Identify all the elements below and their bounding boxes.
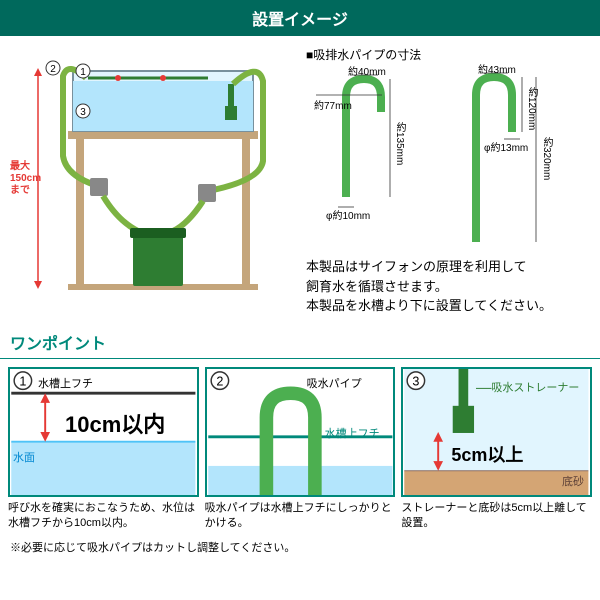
panel-1: 1 水槽上フチ 10cm以内 水面 呼び水を確実におこなうため、水位は水槽フチか… (8, 367, 199, 532)
svg-text:3: 3 (413, 374, 420, 388)
svg-text:1: 1 (19, 374, 26, 388)
long-pipe: 約43mm 約120mm φ約13mm 約320mm (446, 67, 566, 247)
short-pipe: 約40mm 約77mm 約135mm φ約10mm (306, 67, 426, 217)
footnote: ※必要に応じて吸水パイプはカットし調整してください。 (0, 539, 600, 563)
dim-135mm: 約135mm (392, 122, 407, 165)
top-section: 1 2 3 最大150cmまで ■吸排水パイプの寸法 約40mm 約77mm (0, 36, 600, 326)
header-bar: 設置イメージ (0, 0, 600, 36)
onepoint-header: ワンポイント (0, 326, 600, 359)
svg-text:1: 1 (80, 67, 86, 78)
p1-rim: 水槽上フチ (38, 375, 93, 391)
panel-2: 2 吸水パイプ 水槽上フチ 吸水パイプは水槽上フチにしっかりとかける。 (205, 367, 396, 532)
svg-text:2: 2 (50, 64, 56, 75)
p1-caption: 呼び水を確実におこなうため、水位は水槽フチから10cm以内。 (8, 501, 199, 532)
dim-320mm: 約320mm (539, 137, 554, 180)
pipe-dimensions: ■吸排水パイプの寸法 約40mm 約77mm 約135mm φ約10mm (298, 46, 592, 316)
onepoint-title: ワンポイント (10, 336, 106, 353)
desc-line2: 飼育水を循環させます。 (306, 279, 448, 294)
panels-row: 1 水槽上フチ 10cm以内 水面 呼び水を確実におこなうため、水位は水槽フチか… (0, 359, 600, 540)
dim-10mm: φ約10mm (326, 207, 370, 222)
p3-distance: 5cm以上 (451, 441, 523, 467)
dim-13mm: φ約13mm (484, 139, 528, 154)
dim-77mm: 約77mm (314, 97, 352, 112)
p1-surface: 水面 (13, 449, 35, 465)
svg-text:3: 3 (80, 107, 86, 118)
pipe-section-label: ■吸排水パイプの寸法 (306, 46, 592, 63)
description-text: 本製品はサイフォンの原理を利用して 飼育水を循環させます。 本製品を水槽より下に… (306, 257, 592, 316)
p3-strainer: 吸水ストレーナー (491, 379, 579, 395)
desc-line1: 本製品はサイフォンの原理を利用して (306, 259, 527, 274)
pipe-row: 約40mm 約77mm 約135mm φ約10mm 約43mm 約120mm φ… (306, 67, 592, 247)
p2-rim: 水槽上フチ (325, 425, 380, 441)
dim-40mm: 約40mm (348, 63, 386, 78)
panel-3: 3 吸水ストレーナー 5cm以上 底砂 ストレーナーと底砂は5cm以上離して設置… (401, 367, 592, 532)
dim-120mm: 約120mm (524, 87, 539, 130)
desc-line3: 本製品を水槽より下に設置してください。 (306, 298, 552, 313)
p3-caption: ストレーナーと底砂は5cm以上離して設置。 (401, 501, 592, 532)
tank-svg: 1 2 3 (8, 46, 298, 306)
p2-caption: 吸水パイプは水槽上フチにしっかりとかける。 (205, 501, 396, 532)
dim-43mm: 約43mm (478, 61, 516, 76)
p2-pipe: 吸水パイプ (307, 375, 362, 391)
p1-distance: 10cm以内 (65, 407, 165, 439)
header-title: 設置イメージ (252, 12, 348, 29)
max-height-label: 最大150cmまで (10, 161, 41, 197)
p3-sand: 底砂 (562, 473, 584, 489)
tank-diagram: 1 2 3 最大150cmまで (8, 46, 298, 306)
svg-text:2: 2 (216, 374, 223, 388)
